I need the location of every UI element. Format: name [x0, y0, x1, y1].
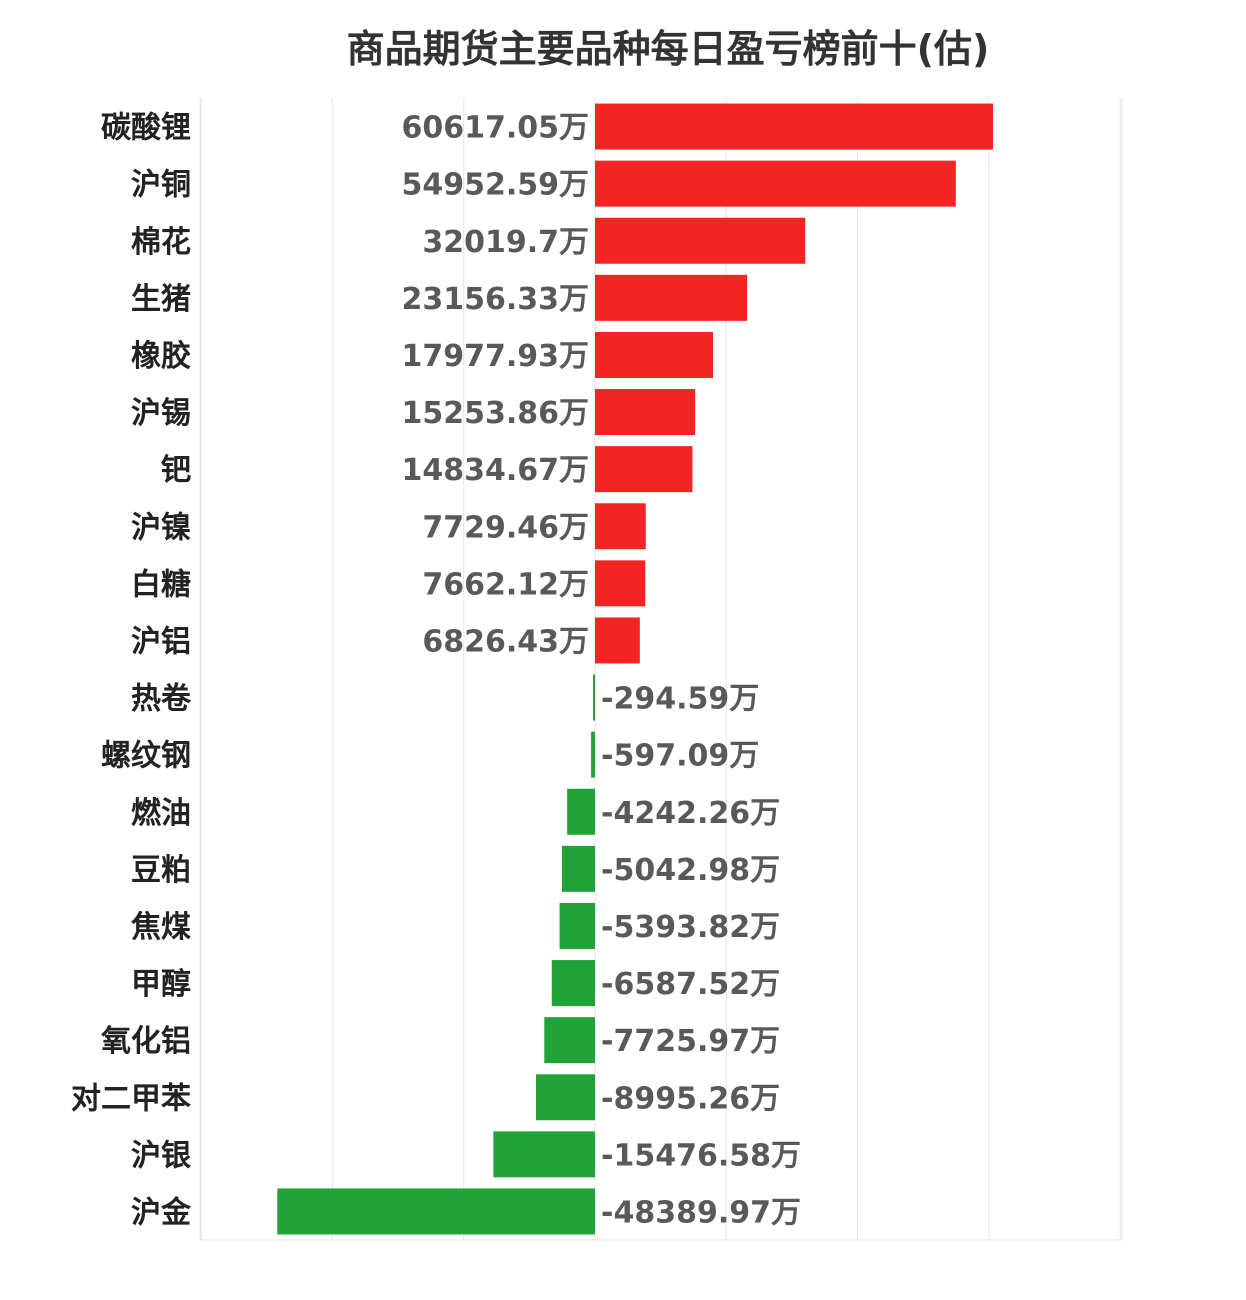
category-label: 沪铝 [131, 624, 191, 659]
category-label: 燃油 [131, 796, 191, 831]
bar [559, 902, 595, 949]
value-label: 17977.93万 [401, 339, 589, 374]
category-label: 氧化铝 [101, 1024, 191, 1059]
category-label: 螺纹钢 [101, 739, 191, 774]
bar [595, 617, 640, 664]
category-label: 沪金 [131, 1195, 192, 1230]
category-label: 沪银 [131, 1138, 191, 1173]
bar [595, 103, 993, 150]
bar [551, 960, 595, 1007]
value-label: 15253.86万 [401, 396, 589, 431]
bar [593, 674, 595, 721]
bar [595, 503, 646, 550]
value-label: 6826.43万 [422, 624, 589, 659]
category-label: 焦煤 [131, 910, 191, 945]
bar [595, 160, 956, 207]
value-label: 7729.46万 [422, 510, 589, 545]
bar [595, 446, 693, 493]
bar [544, 1017, 595, 1064]
value-label: 60617.05万 [401, 111, 589, 146]
category-label: 沪铜 [131, 168, 191, 203]
value-label: 32019.7万 [422, 225, 589, 260]
bar [493, 1131, 595, 1178]
category-label: 对二甲苯 [71, 1081, 191, 1116]
value-label: -4242.26万 [601, 796, 780, 831]
category-label: 橡胶 [131, 339, 191, 374]
bar [595, 389, 696, 436]
bar [591, 731, 595, 778]
category-label: 豆粕 [131, 853, 191, 888]
value-label: 7662.12万 [422, 567, 589, 602]
category-label: 棉花 [131, 225, 191, 260]
value-label: -5042.98万 [601, 853, 780, 888]
category-label: 沪镍 [131, 510, 191, 545]
value-label: -6587.52万 [601, 967, 780, 1002]
value-label: 54952.59万 [401, 168, 589, 203]
bar [595, 560, 646, 607]
chart-title: 商品期货主要品种每日盈亏榜前十(估) [346, 27, 990, 71]
bar [277, 1188, 595, 1235]
value-label: -5393.82万 [601, 910, 780, 945]
bar [595, 217, 806, 264]
category-label: 沪锡 [131, 396, 191, 431]
bar [535, 1074, 595, 1121]
category-label: 生猪 [131, 282, 191, 317]
bar [595, 331, 714, 378]
value-labels: 60617.05万 54952.59万 32019.7万 23156.33万 17977… [401, 111, 800, 1231]
bars [277, 103, 993, 1235]
category-label: 热卷 [131, 682, 192, 717]
category-label: 碳酸锂 [101, 111, 191, 146]
value-label: -7725.97万 [601, 1024, 780, 1059]
value-label: -294.59万 [601, 682, 759, 717]
value-label: -48389.97万 [601, 1195, 801, 1230]
value-label: 23156.33万 [401, 282, 589, 317]
value-label: -8995.26万 [601, 1081, 780, 1116]
category-label: 白糖 [131, 567, 191, 602]
value-label: -15476.58万 [601, 1138, 801, 1173]
bar [595, 274, 748, 321]
bar [567, 788, 595, 835]
category-label: 钯 [161, 453, 191, 488]
category-labels: 碳酸锂沪铜棉花生猪橡胶沪锡钯沪镍白糖沪铝热卷螺纹钢燃油豆粕焦煤甲醇氧化铝对二甲苯… [71, 111, 192, 1231]
category-label: 甲醇 [131, 967, 191, 1002]
bar [561, 845, 595, 892]
grid-lines [199, 98, 1123, 1241]
value-label: 14834.67万 [401, 453, 589, 488]
value-label: -597.09万 [601, 739, 759, 774]
